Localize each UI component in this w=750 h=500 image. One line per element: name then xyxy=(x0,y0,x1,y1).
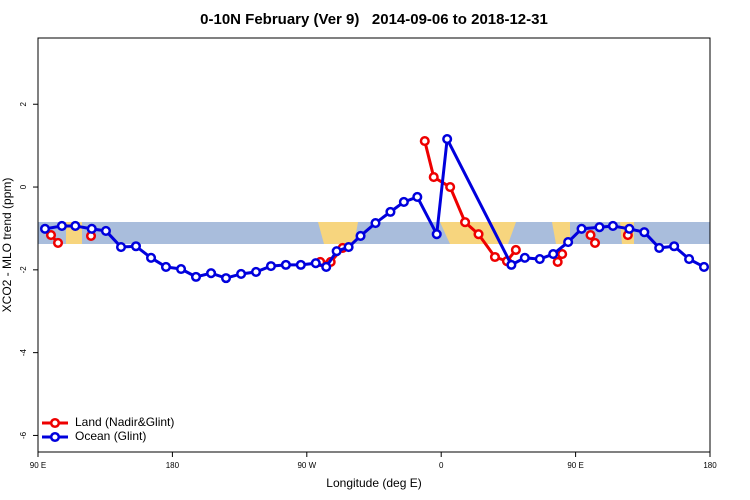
data-point xyxy=(250,266,262,277)
legend-label: Ocean (Glint) xyxy=(75,429,146,443)
x-tick-label: 0 xyxy=(439,461,444,470)
data-point xyxy=(130,241,142,252)
data-point xyxy=(236,268,247,280)
data-point xyxy=(557,249,568,260)
data-point xyxy=(39,223,51,234)
y-tick-label: 2 xyxy=(19,101,28,106)
data-point xyxy=(624,223,635,234)
x-axis-label: Longitude (deg E) xyxy=(326,476,421,490)
data-point xyxy=(445,181,456,193)
x-tick-label: 180 xyxy=(703,461,717,470)
data-point xyxy=(519,252,530,263)
data-point xyxy=(419,136,430,147)
data-point xyxy=(280,259,291,270)
data-point xyxy=(585,230,596,241)
data-point xyxy=(370,218,381,229)
y-tick-label: -6 xyxy=(19,431,28,439)
x-tick-label: 90 E xyxy=(567,461,583,470)
data-point xyxy=(310,258,321,269)
data-point xyxy=(398,196,409,207)
legend-marker xyxy=(49,431,61,443)
data-point xyxy=(589,237,601,248)
data-point xyxy=(684,254,695,265)
data-point xyxy=(654,242,665,253)
data-point xyxy=(100,225,111,236)
data-point xyxy=(86,223,97,234)
data-point xyxy=(607,220,618,232)
data-point xyxy=(295,259,306,270)
chart-title: 0-10N February (Ver 9) 2014-09-06 to 201… xyxy=(200,11,548,28)
data-point xyxy=(160,261,172,272)
y-tick-label: -4 xyxy=(19,349,28,357)
x-tick-label: 180 xyxy=(166,461,180,470)
data-point xyxy=(45,230,57,241)
data-point xyxy=(428,172,439,183)
y-tick-label: 0 xyxy=(19,184,28,189)
data-point xyxy=(510,244,521,256)
data-point xyxy=(669,241,680,252)
data-point xyxy=(70,220,81,232)
data-point xyxy=(265,261,277,272)
data-point xyxy=(594,222,605,233)
series-line xyxy=(44,133,705,280)
data-point xyxy=(548,249,559,260)
data-point xyxy=(176,263,187,275)
data-point xyxy=(220,273,232,284)
data-point xyxy=(115,242,127,253)
data-point xyxy=(331,246,342,257)
data-point xyxy=(206,268,217,279)
data-point xyxy=(473,229,484,240)
data-point xyxy=(431,229,442,240)
data-point xyxy=(534,254,545,265)
x-tick-label: 90 W xyxy=(297,461,316,470)
data-point xyxy=(698,261,710,272)
data-point xyxy=(56,220,67,232)
data-point xyxy=(489,251,501,263)
data-point xyxy=(506,259,517,270)
data-point xyxy=(145,252,157,263)
legend-label: Land (Nadir&Glint) xyxy=(75,415,174,429)
y-axis-label: XCO2 - MLO trend (ppm) xyxy=(0,178,14,313)
data-point xyxy=(552,256,563,268)
data-point xyxy=(460,217,471,228)
data-point xyxy=(190,271,202,282)
data-point xyxy=(563,237,574,248)
data-point xyxy=(639,227,650,238)
data-point xyxy=(385,206,396,217)
data-point xyxy=(442,133,453,145)
x-tick-label: 90 E xyxy=(30,461,46,470)
data-point xyxy=(412,191,423,203)
data-point xyxy=(321,261,332,272)
data-point xyxy=(343,242,354,253)
data-point xyxy=(355,230,366,241)
plot-frame xyxy=(37,37,711,453)
y-tick-label: -2 xyxy=(19,266,28,274)
legend-marker xyxy=(49,417,61,429)
data-point xyxy=(52,237,64,248)
data-point xyxy=(576,223,587,234)
